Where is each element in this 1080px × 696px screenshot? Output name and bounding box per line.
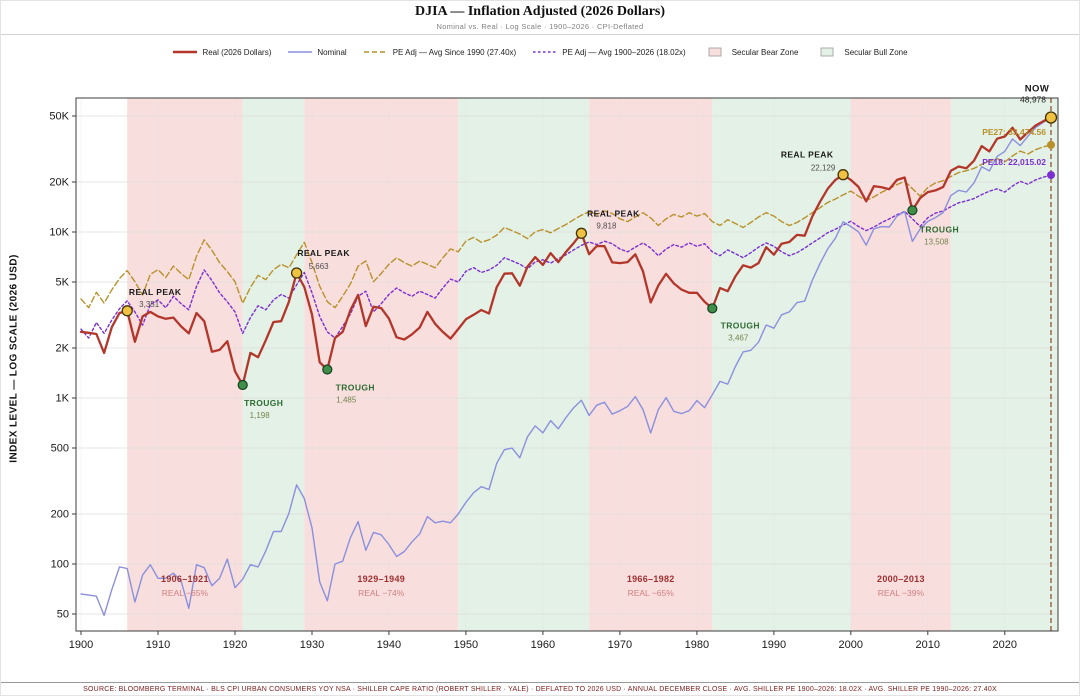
peak-marker-1999 (837, 169, 849, 181)
legend-item-nominal: Nominal (287, 47, 347, 57)
y-tick-5K: 5K (56, 277, 70, 289)
band-sublabel-1929: REAL −74% (358, 588, 405, 598)
x-tick-1980: 1980 (685, 639, 709, 651)
footer-divider (1, 682, 1079, 683)
trough-label-1921: TROUGH (244, 398, 283, 408)
trough-label-1932: TROUGH (336, 383, 375, 393)
legend: Real (2026 Dollars) Nominal PE Adj — Avg S… (1, 47, 1079, 57)
band-sublabel-1966: REAL −65% (628, 588, 675, 598)
peak-label-1965: REAL PEAK (587, 208, 640, 218)
pe27-end-dot (1047, 140, 1055, 149)
legend-pe27-sample-icon (363, 51, 388, 53)
legend-item-bull-zone: Secular Bull Zone (814, 47, 908, 57)
plot-border (75, 97, 1059, 632)
band-bear-1966-1982 (589, 98, 713, 631)
peak-label-1999: REAL PEAK (781, 150, 834, 160)
band-bear-1929-1949 (304, 98, 459, 631)
band-bull-1982-2000 (712, 98, 851, 631)
y-tick-1K: 1K (56, 393, 70, 405)
legend-pe18-sample-icon (533, 51, 558, 53)
header-divider (1, 34, 1079, 35)
legend-item-label: Real (2026 Dollars) (202, 47, 272, 57)
band-label-1966: 1966–1982 (627, 574, 675, 584)
legend-nominal-sample-icon (288, 51, 313, 53)
peak-value-1906: 3,351 (139, 300, 160, 309)
pe18-end-dot (1047, 171, 1055, 180)
legend-item-real: Real (2026 Dollars) (172, 47, 271, 57)
y-tick-2K: 2K (56, 343, 70, 355)
y-tick-500: 500 (51, 443, 69, 455)
x-tick-2010: 2010 (916, 639, 940, 651)
peak-marker-1965 (575, 227, 588, 239)
x-tick-1990: 1990 (762, 639, 786, 651)
peak-value-1999: 22,129 (811, 164, 836, 173)
x-tick-2000: 2000 (839, 639, 863, 651)
pe18-end-label: PE18: 22,015.02 (982, 157, 1046, 167)
legend-item-bear-zone: Secular Bear Zone (702, 47, 799, 57)
band-label-1929: 1929–1949 (357, 574, 405, 584)
legend-item-label: Secular Bull Zone (844, 47, 908, 57)
y-tick-200: 200 (51, 509, 69, 521)
x-tick-1910: 1910 (146, 639, 170, 651)
band-label-2000: 2000–2013 (877, 574, 925, 584)
peak-marker-1928 (290, 267, 303, 279)
y-tick-50: 50 (57, 609, 69, 621)
legend-item-label: Nominal (317, 47, 347, 57)
x-tick-1920: 1920 (223, 639, 247, 651)
peak-value-1965: 9,818 (596, 221, 617, 230)
legend-bull-zone-sample-icon (820, 47, 834, 57)
x-tick-1940: 1940 (377, 639, 401, 651)
pe27-end-label: PE27: 33,474.56 (982, 127, 1046, 137)
band-bear-2000-2013 (850, 98, 951, 631)
peak-label-1928: REAL PEAK (297, 248, 350, 258)
x-tick-1960: 1960 (531, 639, 555, 651)
series-nominal-line (80, 116, 1052, 617)
peak-marker-1906 (121, 305, 133, 317)
legend-real-sample-icon (173, 50, 198, 54)
trough-marker-1932 (322, 364, 333, 375)
band-bull-2013-2026 (950, 98, 1058, 631)
band-bull-1949-1966 (458, 98, 590, 631)
band-sublabel-1906: REAL −65% (162, 588, 209, 598)
band-bull-1921-1929 (242, 98, 305, 631)
trough-label-2008: TROUGH (920, 224, 959, 234)
trough-marker-1982 (707, 303, 718, 314)
x-tick-2020: 2020 (993, 639, 1017, 651)
trough-label-1982: TROUGH (721, 320, 760, 330)
page-title: DJIA — Inflation Adjusted (2026 Dollars) (414, 4, 666, 19)
trough-value-2008: 13,508 (924, 237, 949, 246)
legend-item-label: Secular Bear Zone (731, 47, 799, 57)
y-tick-100: 100 (51, 559, 69, 571)
band-label-1906: 1906–1921 (161, 574, 209, 584)
x-tick-1930: 1930 (300, 639, 324, 651)
page-subtitle: Nominal vs. Real · Log Scale · 1900–2026… (436, 22, 644, 31)
band-bear-1906-1921 (127, 98, 243, 631)
band-sublabel-2000: REAL −39% (878, 588, 925, 598)
legend-item-pe27: PE Adj — Avg Since 1990 (27.40x) (363, 47, 516, 57)
footer-source: SOURCE: BLOOMBERG TERMINAL · BLS CPI URB… (83, 686, 997, 693)
trough-marker-2008 (907, 205, 918, 216)
y-tick-10K: 10K (49, 227, 69, 239)
x-tick-1970: 1970 (608, 639, 632, 651)
trough-value-1982: 3,467 (728, 333, 749, 342)
trough-value-1921: 1,198 (250, 411, 271, 420)
legend-item-label: PE Adj — Avg Since 1990 (27.40x) (392, 47, 517, 57)
y-tick-50K: 50K (49, 111, 69, 123)
peak-value-2026: 48,978 (1020, 95, 1046, 105)
trough-value-1932: 1,485 (336, 396, 357, 405)
now-marker-2026 (1044, 111, 1058, 124)
legend-item-pe18: PE Adj — Avg 1900–2026 (18.02x) (532, 47, 686, 57)
y-tick-20K: 20K (49, 177, 69, 189)
trough-marker-1921 (237, 379, 248, 391)
x-tick-1950: 1950 (454, 639, 478, 651)
peak-label-1906: REAL PEAK (129, 287, 182, 297)
legend-item-label: PE Adj — Avg 1900–2026 (18.02x) (562, 47, 686, 57)
legend-bear-zone-sample-icon (708, 47, 722, 57)
series-pe18-line (80, 174, 1052, 339)
peak-label-2026: NOW (1025, 84, 1049, 95)
x-tick-1900: 1900 (69, 639, 93, 651)
peak-value-1928: 5,663 (309, 262, 330, 271)
